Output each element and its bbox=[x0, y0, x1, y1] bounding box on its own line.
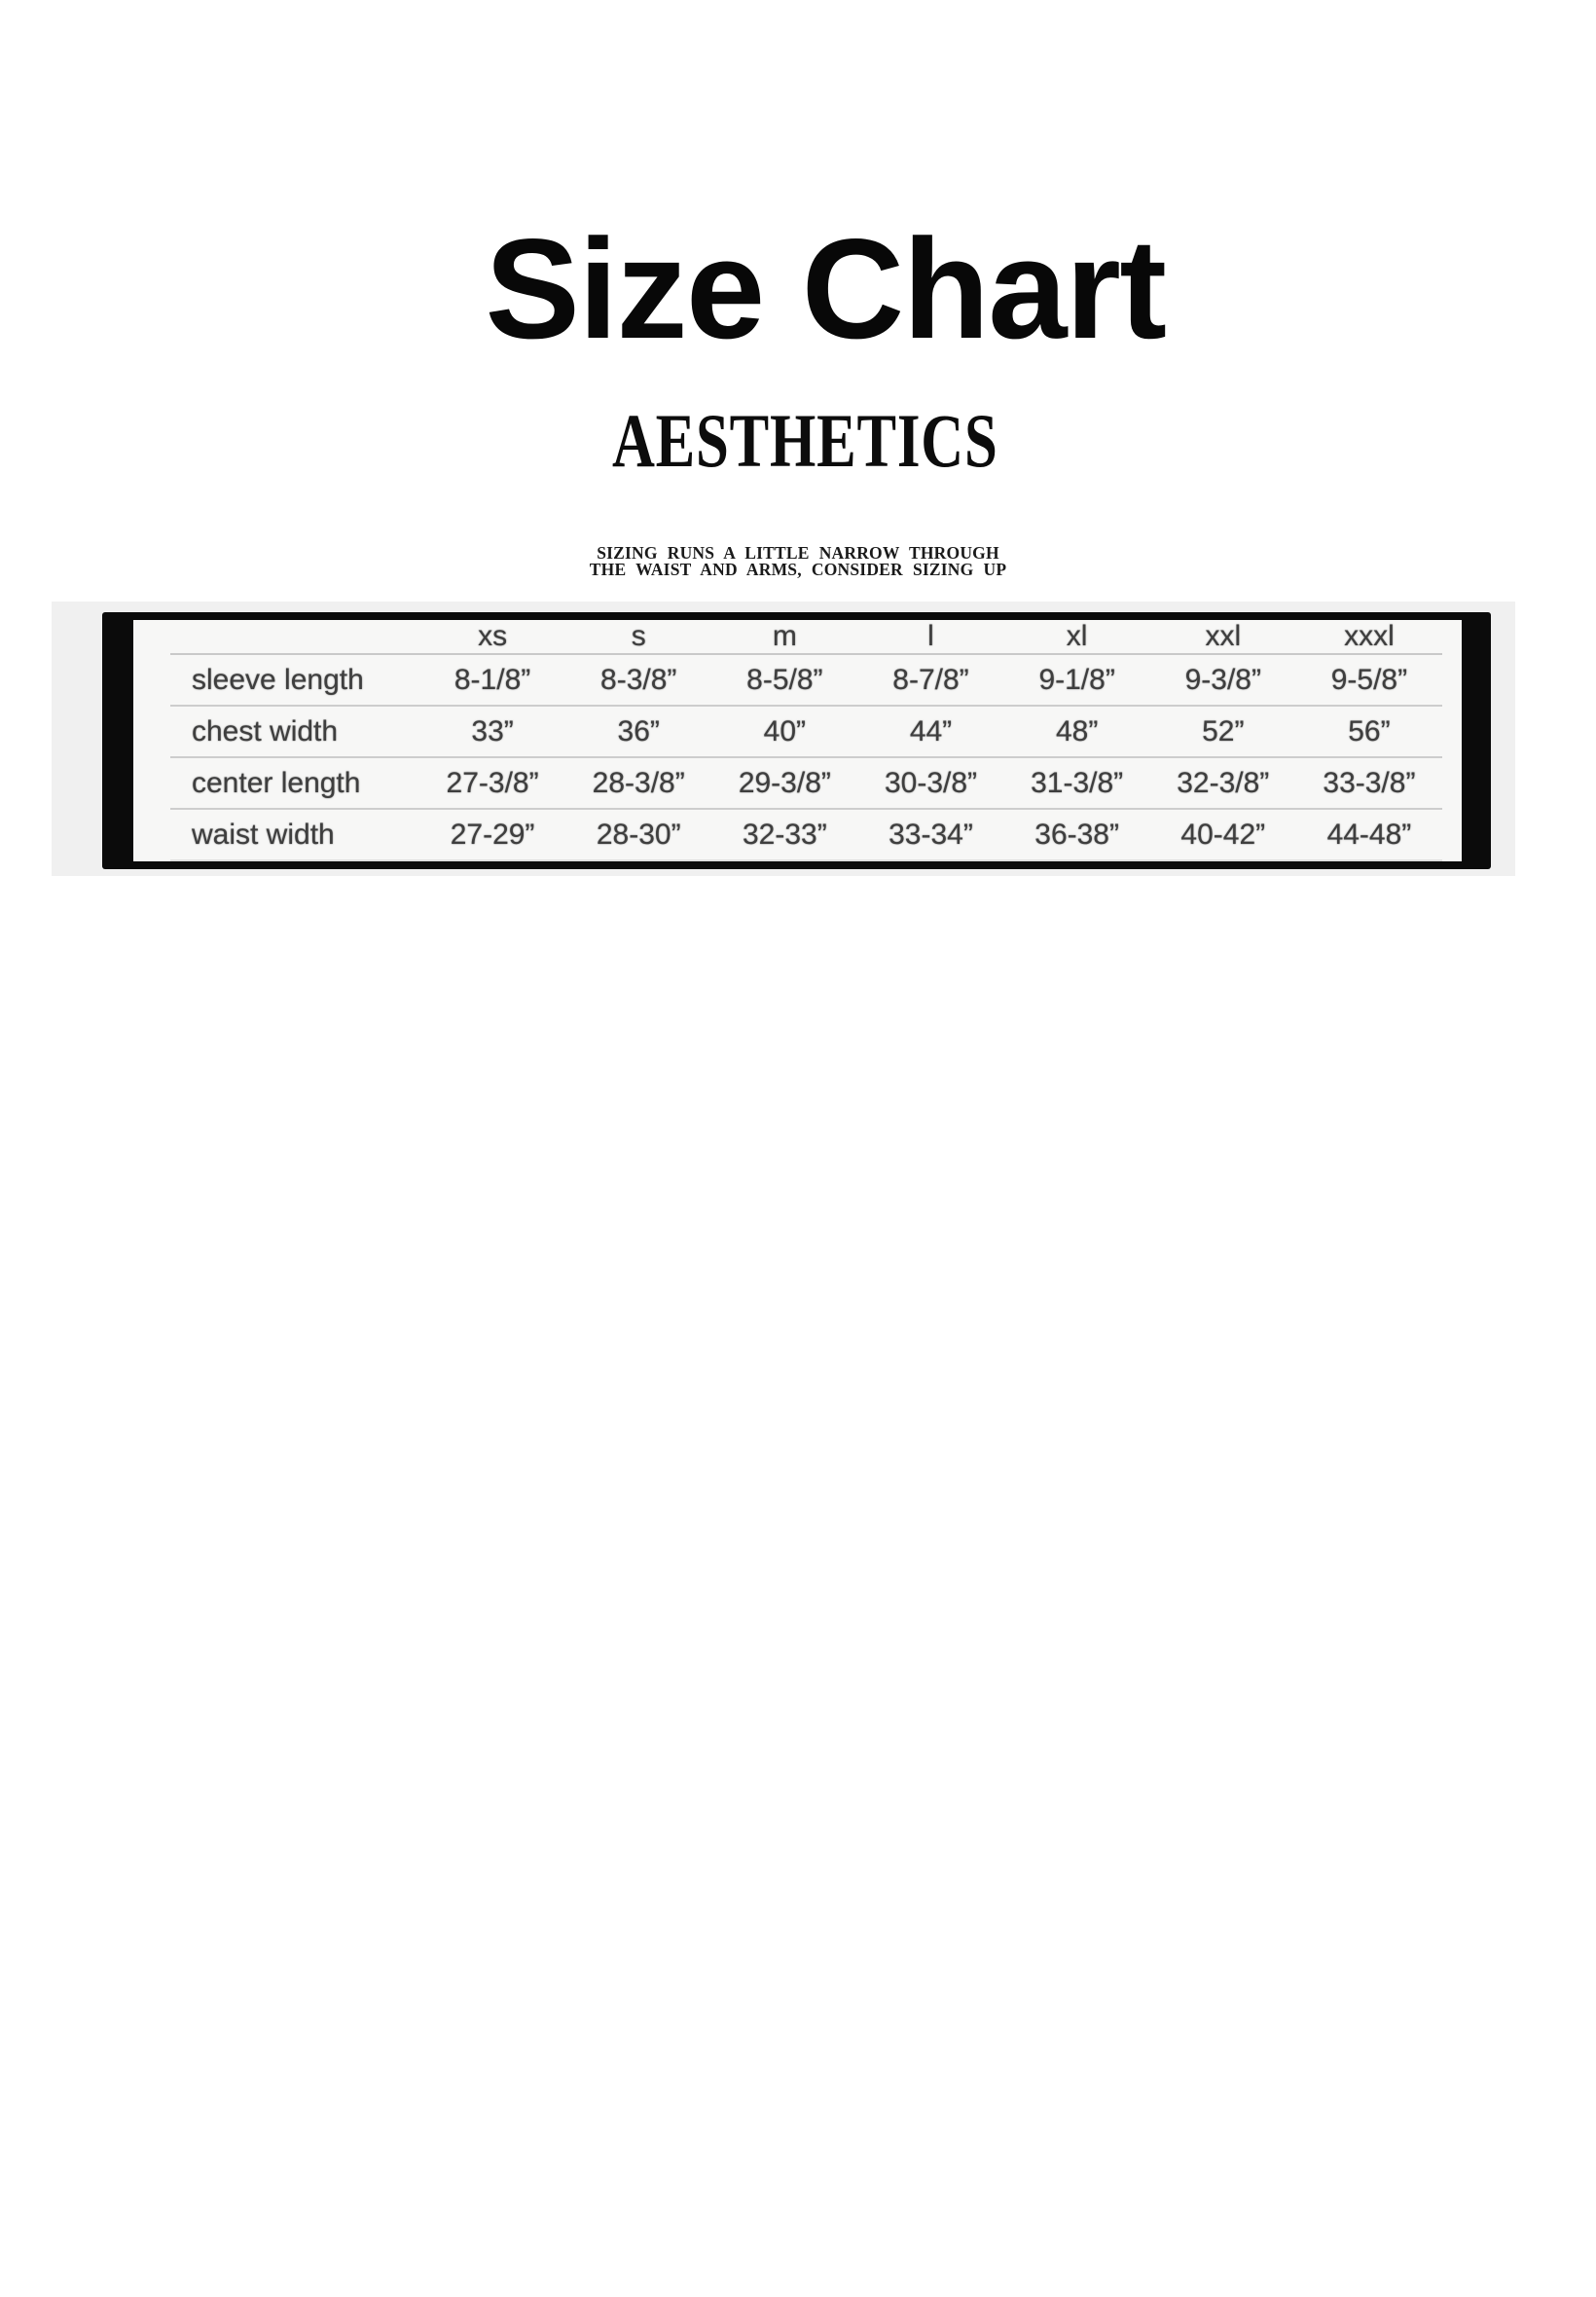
brand-subtitle-text: AESTHETICS bbox=[611, 398, 998, 483]
size-column-header-xxxl: xxxl bbox=[1295, 620, 1442, 655]
sizing-note: SIZING RUNS A LITTLE NARROW THROUGH THE … bbox=[0, 543, 1596, 579]
size-table-area: xs s m l xl xxl xxxl sleeve length 8-1/8” 8-3/8”… bbox=[133, 620, 1462, 861]
size-value-cell: 9-1/8” bbox=[1003, 654, 1150, 707]
size-value-cell: 44” bbox=[857, 706, 1004, 758]
size-table-row: chest width 33” 36” 40” 44” 48” 52” 56” bbox=[170, 706, 1442, 758]
size-value-cell: 31-3/8” bbox=[1003, 757, 1150, 810]
size-table-row: waist width 27-29” 28-30” 32-33” 33-34” 36-38… bbox=[170, 809, 1442, 861]
size-value-cell: 33-3/8” bbox=[1295, 757, 1442, 810]
size-value-cell: 8-7/8” bbox=[857, 654, 1004, 707]
size-value-cell: 28-3/8” bbox=[565, 757, 712, 810]
size-table-row: sleeve length 8-1/8” 8-3/8” 8-5/8” 8-7/8” 9-1… bbox=[170, 654, 1442, 707]
size-table-corner-cell bbox=[170, 620, 419, 655]
measurement-row-label: chest width bbox=[170, 706, 419, 758]
size-column-header-m: m bbox=[711, 620, 858, 655]
size-value-cell: 33” bbox=[419, 706, 566, 758]
size-value-cell: 28-30” bbox=[565, 809, 712, 861]
size-column-header-xs: xs bbox=[419, 620, 566, 655]
size-value-cell: 8-1/8” bbox=[419, 654, 566, 707]
page-title: Size Chart bbox=[485, 209, 1167, 368]
size-value-cell: 36” bbox=[565, 706, 712, 758]
size-value-cell: 33-34” bbox=[857, 809, 1004, 861]
size-value-cell: 36-38” bbox=[1003, 809, 1150, 861]
size-value-cell: 9-5/8” bbox=[1295, 654, 1442, 707]
measurement-row-label: sleeve length bbox=[170, 654, 419, 707]
size-value-cell: 32-3/8” bbox=[1149, 757, 1296, 810]
measurement-row-label: waist width bbox=[170, 809, 419, 861]
size-column-header-s: s bbox=[565, 620, 712, 655]
size-value-cell: 40” bbox=[711, 706, 858, 758]
sizing-note-line-2: THE WAIST AND ARMS, CONSIDER SIZING UP bbox=[589, 559, 1007, 579]
size-value-cell: 52” bbox=[1149, 706, 1296, 758]
size-table-header-row: xs s m l xl xxl xxxl bbox=[170, 620, 1442, 655]
size-value-cell: 8-3/8” bbox=[565, 654, 712, 707]
size-value-cell: 40-42” bbox=[1149, 809, 1296, 861]
size-table: xs s m l xl xxl xxxl sleeve length 8-1/8” 8-3/8”… bbox=[170, 620, 1442, 861]
size-value-cell: 8-5/8” bbox=[711, 654, 858, 707]
size-column-header-xl: xl bbox=[1003, 620, 1150, 655]
size-table-band: xs s m l xl xxl xxxl sleeve length 8-1/8” 8-3/8”… bbox=[52, 602, 1515, 876]
size-value-cell: 9-3/8” bbox=[1149, 654, 1296, 707]
size-table-frame: xs s m l xl xxl xxxl sleeve length 8-1/8” 8-3/8”… bbox=[102, 612, 1491, 869]
size-column-header-l: l bbox=[857, 620, 1004, 655]
size-value-cell: 44-48” bbox=[1295, 809, 1442, 861]
sizing-note-line-1: SIZING RUNS A LITTLE NARROW THROUGH bbox=[597, 543, 999, 563]
size-column-header-xxl: xxl bbox=[1149, 620, 1296, 655]
size-value-cell: 29-3/8” bbox=[711, 757, 858, 810]
size-value-cell: 27-3/8” bbox=[419, 757, 566, 810]
brand-subtitle: AESTHETICS bbox=[7, 403, 1596, 479]
size-value-cell: 48” bbox=[1003, 706, 1150, 758]
size-value-cell: 30-3/8” bbox=[857, 757, 1004, 810]
size-value-cell: 56” bbox=[1295, 706, 1442, 758]
size-value-cell: 32-33” bbox=[711, 809, 858, 861]
size-table-row: center length 27-3/8” 28-3/8” 29-3/8” 30-3/8… bbox=[170, 757, 1442, 810]
measurement-row-label: center length bbox=[170, 757, 419, 810]
size-value-cell: 27-29” bbox=[419, 809, 566, 861]
